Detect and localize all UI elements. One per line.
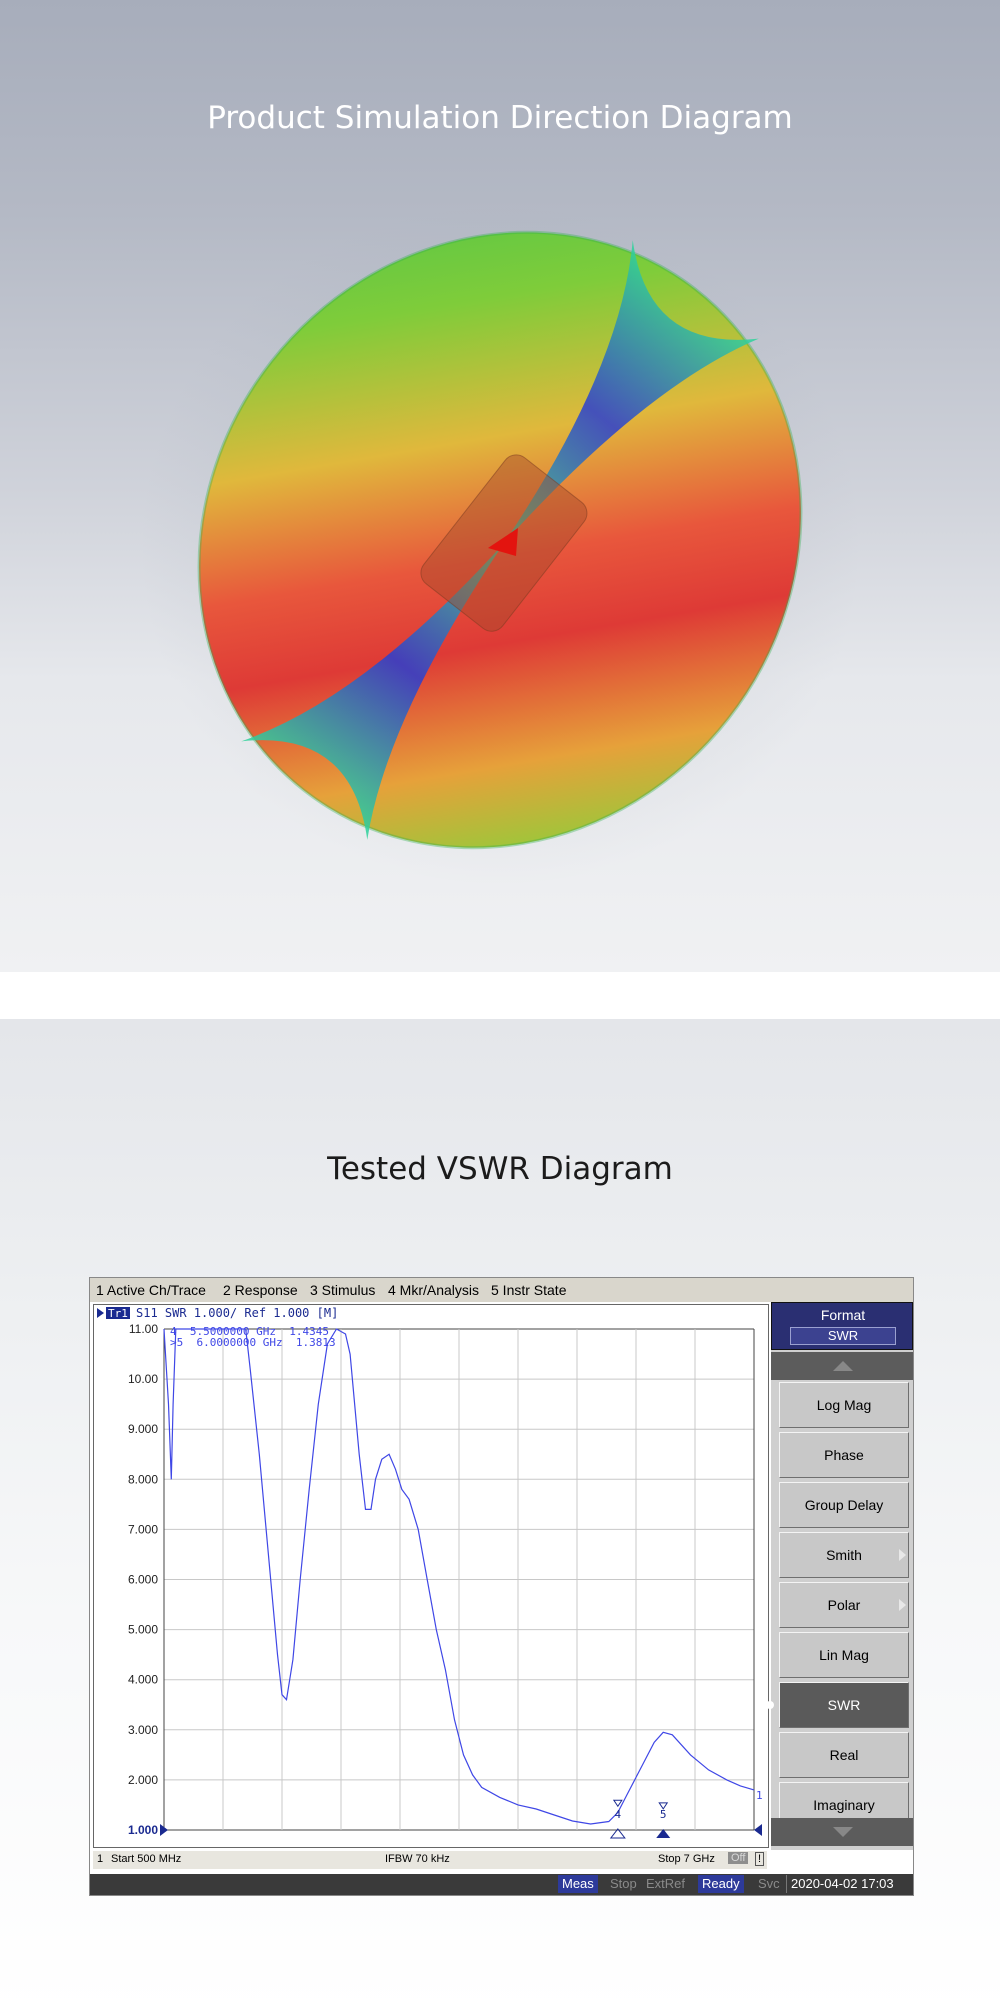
y-tick-label: 2.000 <box>128 1773 158 1787</box>
menu-stimulus[interactable]: 3 Stimulus <box>310 1282 376 1298</box>
status-meas: Meas <box>558 1875 598 1893</box>
softkey-phase[interactable]: Phase <box>779 1432 909 1478</box>
scroll-up-icon <box>833 1361 853 1371</box>
softkey-label: Phase <box>824 1447 864 1463</box>
sweep-off-indicator[interactable]: Off <box>728 1852 749 1864</box>
softkey-polar[interactable]: Polar <box>779 1582 909 1628</box>
y-tick-label: 3.000 <box>128 1723 158 1737</box>
marker-4-label: 4 <box>615 1808 622 1821</box>
null-funnel-top <box>503 240 759 544</box>
menu-active-ch-trace[interactable]: 1 Active Ch/Trace <box>96 1282 206 1298</box>
channel-number: 1 <box>97 1853 104 1865</box>
format-title: Format <box>820 1307 866 1323</box>
stop-frequency[interactable]: Stop 7 GHz <box>658 1853 715 1865</box>
trace-active-indicator <box>97 1308 104 1318</box>
format-menu-header[interactable]: Format SWR <box>771 1302 913 1350</box>
softkey-label: Polar <box>827 1597 861 1613</box>
null-funnel-bottom <box>241 543 504 840</box>
softkey-label: Real <box>829 1747 859 1763</box>
softkey-scroll-up[interactable] <box>771 1352 913 1380</box>
softkey-label: Imaginary <box>813 1797 875 1813</box>
format-current-value: SWR <box>790 1327 896 1345</box>
network-analyzer-window: 1 Active Ch/Trace 2 Response 3 Stimulus … <box>89 1277 914 1896</box>
y-tick-label: 11.00 <box>129 1322 158 1336</box>
softkey-label: Lin Mag <box>819 1647 869 1663</box>
softkey-group-delay[interactable]: Group Delay <box>779 1482 909 1528</box>
simulation-title: Product Simulation Direction Diagram <box>207 100 793 136</box>
submenu-arrow-icon <box>899 1599 906 1611</box>
y-tick-label: 1.000 <box>128 1823 158 1837</box>
status-stop: Stop <box>610 1876 637 1891</box>
softkey-label: Smith <box>826 1547 862 1563</box>
status-svc: Svc <box>758 1876 780 1891</box>
swr-trace <box>163 1328 755 1825</box>
chart-grid <box>163 1328 755 1831</box>
ref-level-marker-right <box>754 1824 762 1836</box>
softkey-real[interactable]: Real <box>779 1732 909 1778</box>
radiation-pattern-illustration <box>140 205 860 885</box>
menu-instr-state[interactable]: 5 Instr State <box>491 1282 567 1298</box>
y-tick-labels: 11.00 10.00 9.000 8.000 7.000 6.000 5.000 4.000… <box>128 1322 158 1837</box>
selected-indicator-icon <box>766 1701 774 1709</box>
status-extref: ExtRef <box>646 1876 686 1891</box>
y-tick-label: 8.000 <box>128 1472 158 1486</box>
marker-4-icon <box>609 1828 626 1839</box>
trace-end-label: 1 <box>756 1789 763 1802</box>
softkey-label: Group Delay <box>804 1497 884 1513</box>
marker-5-icon <box>656 1829 671 1838</box>
scroll-down-icon <box>833 1827 853 1837</box>
marker-readout-4: 4 5.5000000 GHz 1.4345 <box>170 1325 329 1338</box>
softkey-label: Log Mag <box>816 1397 872 1413</box>
ref-level-marker-left <box>160 1824 168 1836</box>
ifbw-setting[interactable]: IFBW 70 kHz <box>385 1853 450 1865</box>
softkey-panel: Format SWR Log Mag Phase Group Delay Smith P… <box>766 1302 913 1850</box>
y-tick-label: 7.000 <box>128 1522 158 1536</box>
section-gap <box>0 972 1000 1019</box>
submenu-arrow-icon <box>899 1549 906 1561</box>
softkey-log-mag[interactable]: Log Mag <box>779 1382 909 1428</box>
warning-indicator: ! <box>755 1852 765 1866</box>
menu-mkr-analysis[interactable]: 4 Mkr/Analysis <box>388 1282 480 1298</box>
softkey-scroll-down[interactable] <box>771 1818 913 1846</box>
start-frequency[interactable]: Start 500 MHz <box>111 1853 182 1865</box>
analyzer-menubar: 1 Active Ch/Trace 2 Response 3 Stimulus … <box>90 1278 913 1302</box>
instrument-status-bar: Meas Stop ExtRef Ready Svc 2020-04-02 17… <box>90 1874 913 1895</box>
trace-tag-box <box>106 1307 130 1319</box>
status-datetime: 2020-04-02 17:03 <box>786 1875 898 1893</box>
softkey-swr[interactable]: SWR <box>766 1682 909 1728</box>
y-tick-label: 9.000 <box>128 1422 158 1436</box>
y-tick-label: 6.000 <box>128 1573 158 1587</box>
trace-tag: Tr1 <box>108 1307 128 1320</box>
softkey-label: SWR <box>827 1697 861 1713</box>
channel-status-line: 1 Start 500 MHz IFBW 70 kHz Stop 7 GHz O… <box>93 1851 767 1869</box>
vswr-title: Tested VSWR Diagram <box>327 1151 673 1187</box>
marker-readout-5: >5 6.0000000 GHz 1.3813 <box>170 1336 336 1349</box>
origin-marker <box>488 528 518 556</box>
y-tick-label: 5.000 <box>128 1623 158 1637</box>
status-ready: Ready <box>698 1875 744 1893</box>
marker-5-label: 5 <box>660 1808 667 1821</box>
plot-area[interactable]: Tr1 S11 SWR 1.000/ Ref 1.000 [M] 11.00 10… <box>93 1304 769 1848</box>
softkey-lin-mag[interactable]: Lin Mag <box>779 1632 909 1678</box>
trace-header: S11 SWR 1.000/ Ref 1.000 [M] <box>136 1306 338 1320</box>
vswr-chart: Tr1 S11 SWR 1.000/ Ref 1.000 [M] 11.00 10… <box>97 1306 763 1839</box>
y-tick-label: 4.000 <box>128 1673 158 1687</box>
marker-5-point <box>658 1802 669 1810</box>
marker-4-point <box>612 1799 623 1808</box>
softkey-smith[interactable]: Smith <box>779 1532 909 1578</box>
menu-response[interactable]: 2 Response <box>223 1282 298 1298</box>
y-tick-label: 10.00 <box>128 1372 158 1386</box>
